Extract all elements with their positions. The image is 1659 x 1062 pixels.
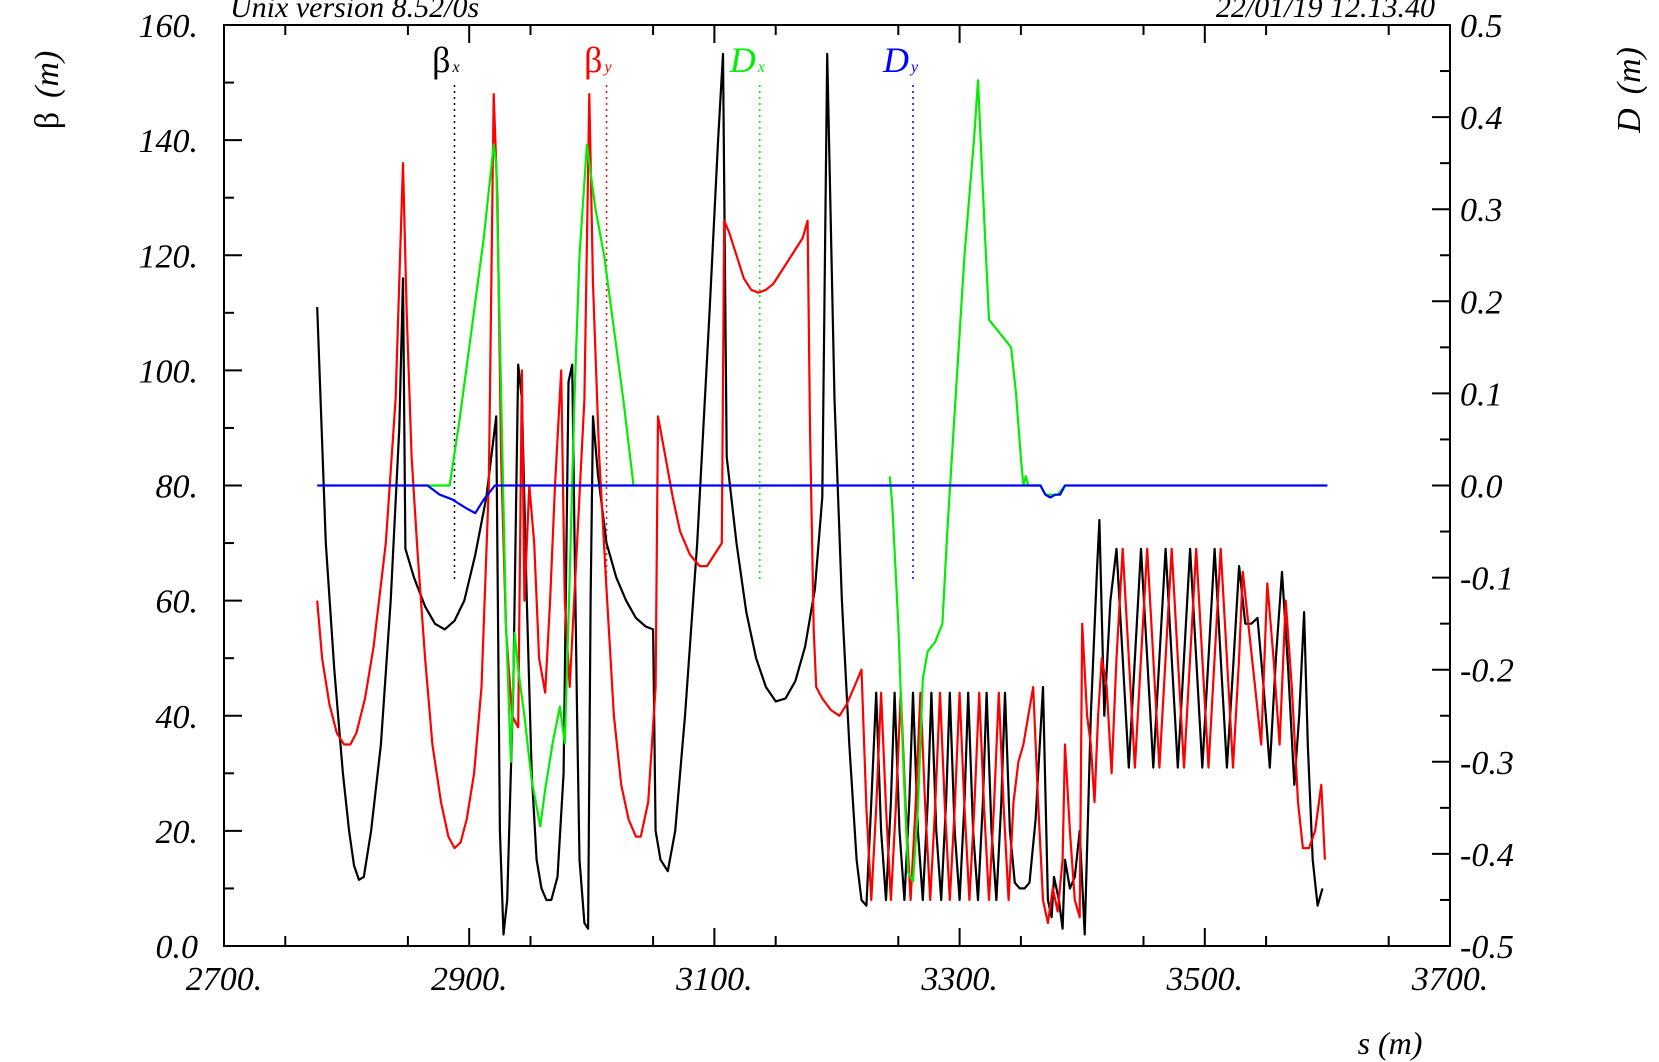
y-left-tick-label: 40. — [156, 699, 199, 736]
x-tick-label: 3100. — [675, 961, 753, 998]
svg-text:D(m): D (m) — [1611, 47, 1648, 134]
legend-subscript: x — [451, 59, 459, 76]
y-left-tick-label: 160. — [139, 8, 199, 45]
header-right: 22/01/19 12.13.40 — [1216, 0, 1435, 24]
legend-label: β — [432, 40, 450, 80]
x-tick-label: 3300. — [920, 961, 998, 998]
x-tick-label: 2700. — [186, 961, 263, 998]
y-left-tick-label: 140. — [139, 123, 199, 160]
svg-text:β(m): β (m) — [29, 51, 66, 130]
y-left-tick-label: 100. — [139, 353, 199, 390]
y-right-tick-label: -0.3 — [1460, 745, 1514, 782]
plot-series — [316, 52, 1328, 936]
y-left-tick-label: 0.0 — [156, 929, 199, 966]
y-right-unit: (m) — [1611, 47, 1648, 94]
plot-text: Unix version 8.52/0s 22/01/19 12.13.40 s… — [29, 0, 1648, 1061]
y-left-tick-label: 60. — [156, 584, 199, 621]
header-left: Unix version 8.52/0s — [230, 0, 479, 24]
legend-subscript: y — [909, 59, 919, 76]
y-left-tick-label: 20. — [156, 814, 199, 851]
y-right-axis-title: D (m) — [1611, 47, 1648, 134]
y-right-tick-label: -0.5 — [1460, 929, 1514, 966]
x-axis-title: s (m) — [1358, 1025, 1423, 1061]
series-dx-line — [426, 143, 636, 828]
y-left-symbol: β — [29, 112, 66, 129]
y-right-tick-label: -0.4 — [1460, 837, 1514, 874]
y-left-axis-title: β (m) — [29, 51, 66, 130]
legend-label: D — [882, 40, 909, 80]
y-left-tick-label: 120. — [139, 238, 199, 275]
y-right-tick-label: 0.2 — [1460, 284, 1503, 321]
x-tick-label: 2900. — [431, 961, 508, 998]
y-right-tick-label: 0.3 — [1460, 192, 1503, 229]
legend-subscript: y — [603, 59, 613, 76]
legend-subscript: x — [757, 59, 765, 76]
series-x-line — [316, 52, 1324, 936]
legend-label: D — [729, 40, 756, 80]
x-tick-label: 3500. — [1166, 961, 1244, 998]
y-right-tick-label: 0.4 — [1460, 100, 1503, 137]
legend-label: β — [584, 40, 602, 80]
y-right-tick-label: -0.2 — [1460, 653, 1514, 690]
y-right-tick-label: 0.5 — [1460, 8, 1503, 45]
y-right-tick-label: 0.0 — [1460, 469, 1503, 506]
series-dy-line — [317, 484, 1328, 515]
y-right-tick-label: -0.1 — [1460, 561, 1514, 598]
plot-axes: 2700. 2900. 3100. 3300. 3500. 3700. 0.0 20. 40. 6… — [139, 8, 1514, 998]
x-tick-label: 3700. — [1411, 961, 1489, 998]
y-left-tick-label: 80. — [156, 469, 199, 506]
y-right-tick-label: 0.1 — [1460, 376, 1503, 413]
y-right-symbol: D — [1611, 108, 1648, 134]
y-left-unit: (m) — [29, 51, 66, 98]
